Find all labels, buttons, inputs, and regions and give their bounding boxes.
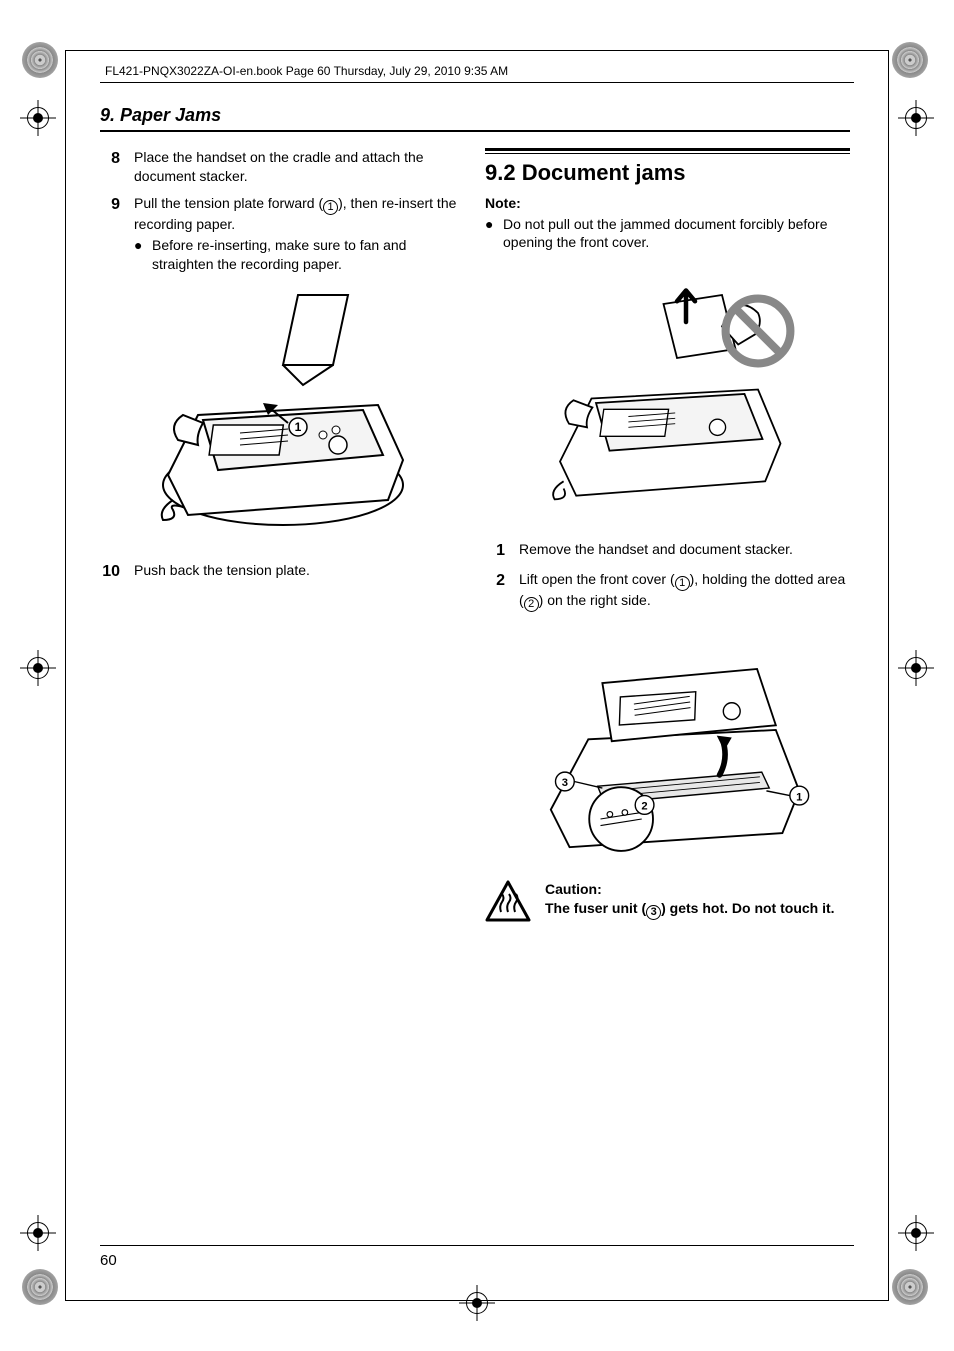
crop-mark-bottom-left <box>22 1269 62 1309</box>
step-text-part: Pull the tension plate forward ( <box>134 195 323 211</box>
callout-1: 1 <box>323 200 338 215</box>
fax-illustration: 1 <box>148 285 418 545</box>
right-column: 9.2 Document jams Note: ● Do not pull ou… <box>485 148 850 922</box>
crop-mark-top-right <box>892 42 932 82</box>
left-column: 8 Place the handset on the cradle and at… <box>100 148 465 922</box>
footer-rule <box>100 1245 854 1246</box>
crop-mark-top-left <box>22 42 62 82</box>
fax-illustration-open: 1 2 3 <box>518 624 818 864</box>
caution-text-part: ) gets hot. Do not touch it. <box>661 900 834 916</box>
step-number: 1 <box>485 540 505 562</box>
step-text-part: Lift open the front cover ( <box>519 571 675 587</box>
step-number: 10 <box>100 561 120 583</box>
svg-text:1: 1 <box>796 791 802 803</box>
sub-bullet: ● Before re-inserting, make sure to fan … <box>134 236 465 274</box>
figure-open-cover: 1 2 3 <box>485 624 850 864</box>
bullet-icon: ● <box>485 215 495 253</box>
svg-text:3: 3 <box>561 777 567 789</box>
registration-mark <box>898 1215 934 1251</box>
callout-2: 2 <box>524 597 539 612</box>
bullet-text: Before re-inserting, make sure to fan an… <box>152 236 465 274</box>
caution-block: Caution: The fuser unit (3) gets hot. Do… <box>485 880 850 922</box>
caution-text: The fuser unit (3) gets hot. Do not touc… <box>545 899 835 920</box>
step-1: 1 Remove the handset and document stacke… <box>485 540 850 562</box>
registration-mark <box>20 1215 56 1251</box>
header-rule <box>100 82 854 83</box>
caution-text-block: Caution: The fuser unit (3) gets hot. Do… <box>545 880 835 920</box>
step-10: 10 Push back the tension plate. <box>100 561 465 583</box>
step-number: 9 <box>100 194 120 274</box>
page-content: 9. Paper Jams 8 Place the handset on the… <box>100 105 850 922</box>
caution-label: Caution: <box>545 880 835 899</box>
callout-3: 3 <box>646 905 661 920</box>
figure-tension-plate: 1 <box>100 285 465 545</box>
fax-illustration-prohibit <box>533 264 803 524</box>
crop-mark-bottom-right <box>892 1269 932 1309</box>
step-9: 9 Pull the tension plate forward (1), th… <box>100 194 465 274</box>
step-text-part: ) on the right side. <box>539 592 651 608</box>
step-8: 8 Place the handset on the cradle and at… <box>100 148 465 186</box>
svg-text:1: 1 <box>294 420 301 434</box>
note-label: Note: <box>485 194 850 213</box>
svg-text:2: 2 <box>641 801 647 813</box>
caution-text-part: The fuser unit ( <box>545 900 646 916</box>
step-text: Push back the tension plate. <box>134 561 465 583</box>
registration-mark <box>898 100 934 136</box>
registration-mark <box>20 650 56 686</box>
subsection-heading: 9.2 Document jams <box>485 158 850 188</box>
note-bullet: ● Do not pull out the jammed document fo… <box>485 215 850 253</box>
note-text: Do not pull out the jammed document forc… <box>503 215 850 253</box>
step-text: Pull the tension plate forward (1), then… <box>134 194 465 274</box>
step-number: 8 <box>100 148 120 186</box>
step-number: 2 <box>485 570 505 612</box>
heading-rule <box>485 148 850 154</box>
hot-surface-icon <box>485 880 531 922</box>
bullet-icon: ● <box>134 236 144 274</box>
step-text: Place the handset on the cradle and atta… <box>134 148 465 186</box>
section-title: 9. Paper Jams <box>100 105 850 132</box>
page-number: 60 <box>100 1252 117 1269</box>
running-head: FL421-PNQX3022ZA-OI-en.book Page 60 Thur… <box>105 64 508 78</box>
step-2: 2 Lift open the front cover (1), holding… <box>485 570 850 612</box>
registration-mark <box>898 650 934 686</box>
registration-mark <box>20 100 56 136</box>
figure-do-not-pull <box>485 264 850 524</box>
step-text: Lift open the front cover (1), holding t… <box>519 570 850 612</box>
callout-1: 1 <box>675 576 690 591</box>
step-text: Remove the handset and document stacker. <box>519 540 850 562</box>
